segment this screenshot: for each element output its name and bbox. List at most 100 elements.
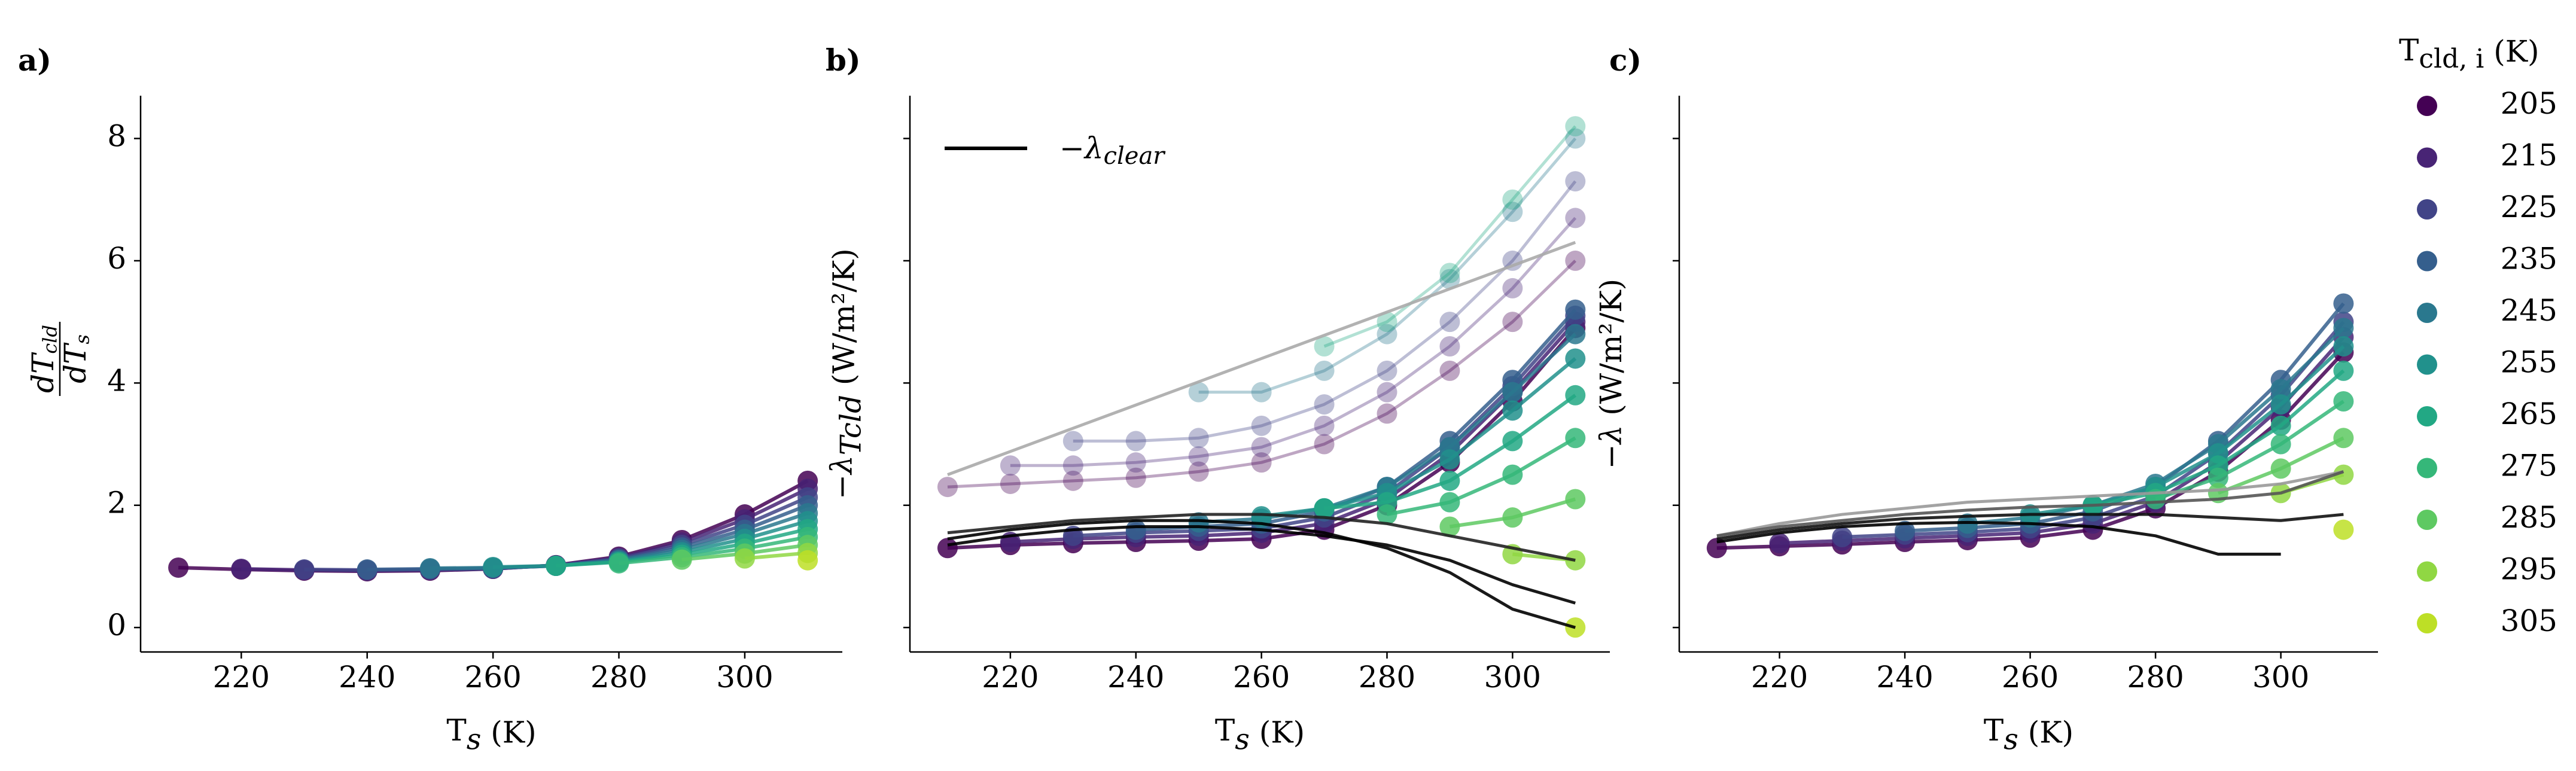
data-point bbox=[2207, 467, 2228, 488]
label-part: T bbox=[1984, 713, 2003, 748]
data-point bbox=[1832, 526, 1853, 547]
data-point bbox=[1377, 360, 1397, 381]
data-point bbox=[1188, 382, 1209, 403]
x-tick-label: 220 bbox=[982, 660, 1039, 694]
data-point bbox=[1565, 324, 1586, 345]
legend-marker bbox=[2417, 96, 2437, 116]
legend-marker bbox=[2417, 251, 2437, 272]
data-point bbox=[1769, 533, 1790, 554]
legend-marker bbox=[2417, 147, 2437, 168]
data-point bbox=[1502, 202, 1523, 223]
label-part: s bbox=[467, 723, 482, 756]
label-part: dT bbox=[58, 342, 93, 383]
data-point bbox=[1439, 336, 1460, 357]
faded-line bbox=[1073, 180, 1577, 443]
x-tick-label: 220 bbox=[1751, 660, 1808, 694]
series-line bbox=[2155, 400, 2345, 501]
y-tick-label: 4 bbox=[107, 363, 126, 398]
faded-line bbox=[1323, 125, 1577, 348]
data-point bbox=[1125, 452, 1146, 473]
label-part: cld bbox=[38, 325, 61, 354]
label-part: s bbox=[71, 334, 93, 344]
y-tick-label: 8 bbox=[107, 119, 126, 154]
data-point bbox=[1314, 394, 1335, 415]
data-point bbox=[2333, 360, 2354, 381]
label-part: −λ bbox=[824, 455, 859, 499]
data-point bbox=[1502, 250, 1523, 271]
x-tick-label: 300 bbox=[1484, 660, 1541, 694]
clear-line bbox=[1716, 470, 2344, 538]
legend-marker bbox=[2417, 458, 2437, 479]
y-axis-label: −λ (W/m²/K) bbox=[1594, 279, 1628, 469]
series-line bbox=[1261, 357, 1577, 519]
data-point bbox=[1439, 312, 1460, 333]
data-point bbox=[1314, 360, 1335, 381]
data-point bbox=[1565, 208, 1586, 228]
label-part: dT bbox=[26, 352, 60, 393]
label-part: T bbox=[2399, 33, 2419, 68]
legend-marker bbox=[2417, 199, 2437, 220]
data-point bbox=[1565, 116, 1586, 137]
data-point bbox=[1895, 520, 1916, 541]
data-point bbox=[1000, 473, 1021, 494]
data-point bbox=[2333, 428, 2354, 449]
data-point bbox=[357, 559, 377, 580]
clear-line bbox=[1716, 470, 2344, 538]
data-point bbox=[734, 548, 755, 569]
x-tick-label: 280 bbox=[1359, 660, 1415, 694]
x-tick-label: 240 bbox=[1107, 660, 1164, 694]
x-tick-label: 280 bbox=[590, 660, 647, 694]
legend-entry: 235 bbox=[2501, 242, 2557, 276]
data-point bbox=[1565, 489, 1586, 510]
legend-marker bbox=[2417, 406, 2437, 426]
clear-line bbox=[947, 525, 1576, 605]
y-tick-label: 6 bbox=[107, 241, 126, 276]
data-point bbox=[1188, 428, 1209, 449]
data-point bbox=[1000, 455, 1021, 476]
label-part: (K) bbox=[2018, 715, 2073, 749]
data-point bbox=[937, 538, 958, 559]
data-point bbox=[937, 477, 958, 498]
series-line bbox=[1779, 336, 2345, 546]
data-point bbox=[1251, 415, 1272, 436]
panel-label: b) bbox=[826, 42, 861, 78]
data-point bbox=[546, 555, 567, 576]
label-part: −λ bbox=[1059, 131, 1104, 166]
data-point bbox=[1439, 360, 1460, 381]
data-point bbox=[1188, 461, 1209, 482]
series-line bbox=[1010, 321, 1577, 544]
data-point bbox=[1251, 452, 1272, 473]
data-point bbox=[1377, 403, 1397, 424]
data-point bbox=[1125, 467, 1146, 488]
data-point bbox=[1377, 324, 1397, 345]
y-label-numerator: dTcld bbox=[26, 325, 61, 393]
clear-line bbox=[947, 513, 1576, 562]
data-point bbox=[1502, 507, 1523, 528]
x-tick-label: 300 bbox=[716, 660, 773, 694]
data-point bbox=[1314, 415, 1335, 436]
data-point bbox=[1565, 299, 1586, 320]
data-point bbox=[483, 556, 504, 577]
data-point bbox=[1314, 434, 1335, 455]
legend-entry: 295 bbox=[2501, 552, 2557, 587]
x-tick-label: 260 bbox=[1233, 660, 1290, 694]
label-part: T bbox=[446, 713, 466, 748]
data-point bbox=[1502, 400, 1523, 421]
data-point bbox=[2270, 415, 2291, 436]
data-point bbox=[1188, 446, 1209, 467]
panel-label: a) bbox=[18, 42, 51, 78]
legend-marker bbox=[2417, 510, 2437, 530]
data-point bbox=[2270, 458, 2291, 479]
x-tick-label: 240 bbox=[339, 660, 395, 694]
legend-entry: 285 bbox=[2501, 500, 2557, 535]
data-point bbox=[1502, 431, 1523, 452]
x-axis-label: Ts (K) bbox=[1984, 713, 2073, 756]
data-point bbox=[797, 550, 818, 571]
data-point bbox=[1062, 470, 1083, 491]
data-point bbox=[1439, 269, 1460, 289]
data-point bbox=[1377, 504, 1397, 525]
y-axis-label: −λTcld (W/m²/K) bbox=[824, 248, 867, 499]
faded-line bbox=[1010, 217, 1577, 467]
x-axis-label: Ts (K) bbox=[446, 713, 536, 756]
panel-label: c) bbox=[1609, 42, 1642, 78]
